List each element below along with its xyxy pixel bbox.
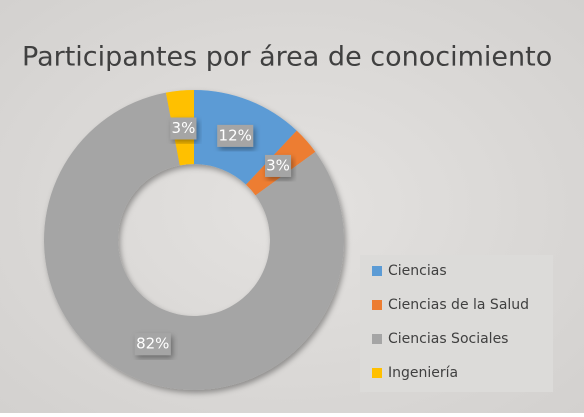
data-label: 82% — [136, 335, 169, 353]
legend-swatch — [372, 300, 382, 310]
legend-swatch — [372, 266, 382, 276]
chart-title: Participantes por área de conocimiento — [22, 42, 552, 73]
legend-label: Ciencias de la Salud — [388, 297, 529, 313]
data-label-box — [217, 124, 254, 147]
data-label: 3% — [172, 119, 196, 137]
legend-swatch — [372, 368, 382, 378]
legend-label: Ciencias — [388, 263, 447, 279]
data-label: 12% — [219, 126, 252, 144]
legend-label: Ciencias Sociales — [388, 331, 508, 347]
data-label-box — [134, 333, 171, 356]
data-label-box — [170, 117, 197, 140]
data-label-box — [265, 154, 292, 177]
data-label: 3% — [266, 156, 290, 174]
legend-box — [360, 255, 553, 392]
donut-slice — [43, 92, 344, 390]
legend-swatch — [372, 334, 382, 344]
legend-label: Ingeniería — [388, 365, 458, 381]
